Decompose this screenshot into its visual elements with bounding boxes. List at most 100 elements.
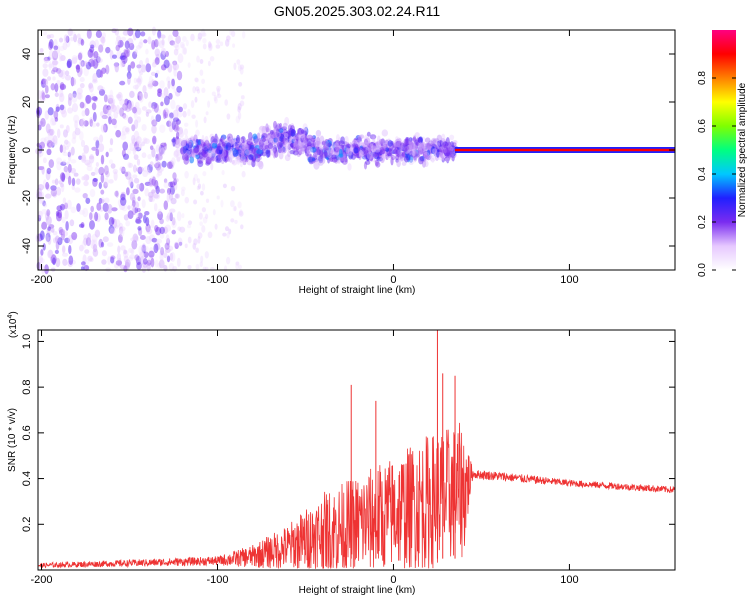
spectrogram-cell	[311, 139, 315, 145]
spectrogram-cell	[115, 260, 123, 266]
spectrogram-cell	[349, 142, 353, 149]
spectrogram-cell	[89, 188, 96, 198]
spectrogram-cell	[355, 153, 362, 159]
spectrogram-cell	[89, 119, 93, 127]
spectrogram-cell	[212, 135, 220, 144]
spectrogram-cell	[341, 158, 348, 165]
spectrogram-cell	[315, 129, 322, 137]
spectrogram-cell	[123, 49, 129, 59]
spectrogram-cell	[110, 256, 115, 264]
spectrogram-cell	[115, 93, 122, 99]
spectrogram-cell	[133, 130, 140, 141]
spectrogram-cell	[46, 184, 51, 192]
spectrogram-cell	[150, 102, 158, 109]
spectrogram-cell	[39, 94, 46, 103]
spectrogram-cell	[77, 38, 82, 46]
spectrogram-cell	[241, 149, 245, 158]
spectrogram-cell	[119, 58, 124, 68]
spectrogram-cell	[54, 92, 59, 98]
spectrogram-cell	[240, 154, 245, 162]
spectrogram-cell	[283, 136, 289, 143]
spectrogram-cell	[371, 146, 376, 155]
spectrogram-cell	[364, 137, 371, 147]
spectrogram-cell	[197, 183, 202, 190]
spectrogram-cell	[204, 251, 209, 259]
spectrogram-cell	[111, 28, 117, 34]
spectrogram-cell	[50, 83, 56, 91]
spectrogram-cell	[121, 130, 126, 137]
spectrogram-cell	[156, 173, 160, 178]
colorbar-label: Normalized spectral amplitude	[737, 82, 748, 217]
spectrogram-cell	[136, 207, 141, 213]
snr-ytick-label: 0.6	[21, 425, 33, 440]
spectrogram-cell	[210, 155, 214, 161]
spectrogram-cell	[161, 160, 167, 168]
spectrogram-cell	[353, 138, 357, 145]
spectrogram-cell	[205, 161, 211, 166]
spectrogram-cell	[430, 146, 436, 155]
spectrogram-cell	[403, 138, 410, 145]
spectrogram-cell	[98, 44, 104, 53]
spectrogram-cell	[261, 125, 268, 135]
spectrogram-cell	[52, 67, 59, 73]
spectrogram-cell	[138, 92, 144, 103]
spectrogram-cell	[157, 168, 163, 174]
spectrogram-cell	[166, 192, 170, 203]
spectrogram-cell	[105, 94, 111, 101]
spectrogram-cell	[83, 120, 89, 127]
spectrogram-cell	[154, 48, 161, 57]
spectrogram-cell	[349, 146, 355, 152]
spectrogram-cell	[274, 149, 279, 158]
spectrogram-cell	[106, 105, 111, 111]
spectrogram-cell	[169, 208, 176, 213]
spectrogram-cell	[59, 183, 64, 188]
spectrogram-cell	[293, 139, 298, 148]
spectrogram-cell	[127, 64, 132, 73]
spectrogram-cell	[267, 137, 273, 145]
spectrogram-cell	[101, 36, 105, 47]
spectrogram-cell	[353, 141, 358, 148]
spectrogram-cell	[171, 229, 176, 235]
spectrogram-cell	[133, 119, 139, 130]
spectrogram-cell	[192, 138, 196, 145]
spectrogram-cell	[81, 176, 85, 181]
spectrogram-cell	[377, 135, 381, 143]
spectrogram-cell	[399, 151, 404, 160]
spectrogram-cell	[310, 135, 315, 144]
spectrogram-cell	[374, 159, 379, 167]
spectrogram-cell	[128, 100, 135, 111]
spectrogram-cell	[154, 72, 159, 78]
spectrogram-cell	[155, 113, 162, 123]
spectrogram-cell	[373, 148, 381, 153]
spectrogram-cell	[335, 140, 339, 146]
spectrogram-cell	[159, 218, 164, 225]
spectrogram-cell	[54, 178, 59, 186]
spectrogram-cell	[155, 161, 162, 171]
spectrogram-cell	[180, 139, 188, 148]
spectrogram-cell	[158, 259, 165, 269]
spectrogram-cell	[162, 109, 167, 120]
spectrogram-cell	[203, 116, 207, 124]
spectrogram-cell	[408, 141, 414, 151]
spectrogram-cell	[71, 184, 76, 191]
spectrogram-cell	[378, 150, 384, 156]
spectrogram-cell	[208, 153, 213, 158]
spectrogram-cell	[195, 247, 200, 254]
spectrogram-cell	[80, 154, 87, 163]
spectrogram-cell	[67, 163, 72, 173]
spectrogram-cell	[191, 147, 198, 152]
spectrogram-cell	[210, 266, 215, 272]
spectrogram-cell	[114, 263, 119, 269]
snr-xtick-label: 100	[560, 574, 578, 586]
spectrogram-cell	[88, 154, 95, 164]
spectrogram-cell	[37, 149, 44, 157]
spectrogram-cell	[190, 33, 195, 42]
spectrogram-cell	[128, 247, 134, 254]
spectrogram-cell	[398, 137, 402, 144]
spectrogram-cell	[246, 141, 253, 146]
spectrogram-cell	[207, 60, 211, 67]
spectrogram-cell	[51, 179, 56, 184]
spectrogram-cell	[47, 249, 54, 259]
spectrogram-cell	[163, 107, 169, 115]
spectrogram-cell	[158, 144, 165, 155]
